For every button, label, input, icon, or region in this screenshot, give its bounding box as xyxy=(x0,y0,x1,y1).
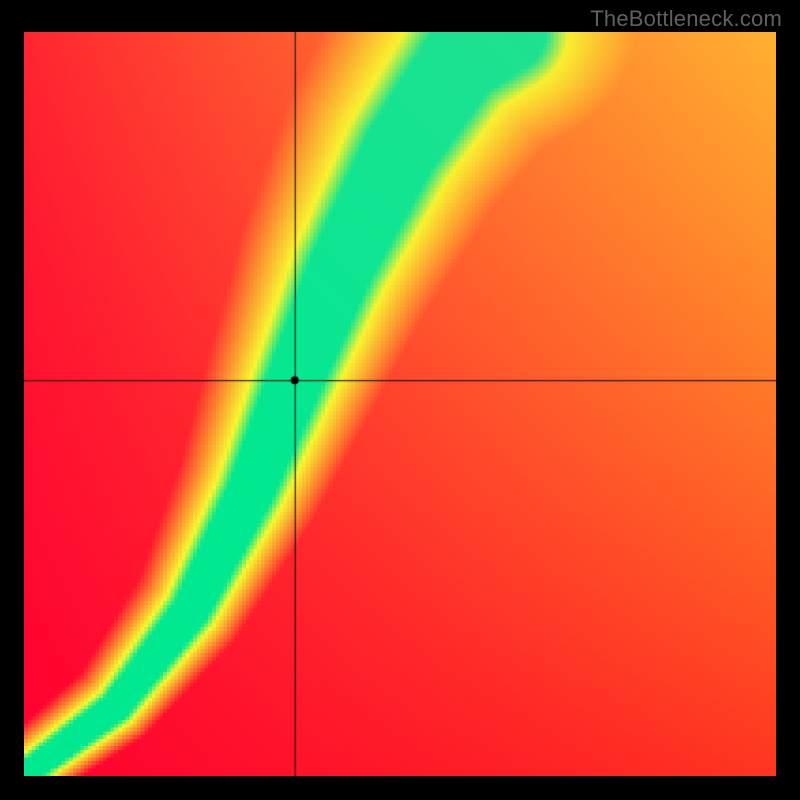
chart-container: TheBottleneck.com xyxy=(0,0,800,800)
watermark-text: TheBottleneck.com xyxy=(590,6,782,32)
plot-area xyxy=(24,32,776,776)
overlay-canvas xyxy=(24,32,776,776)
